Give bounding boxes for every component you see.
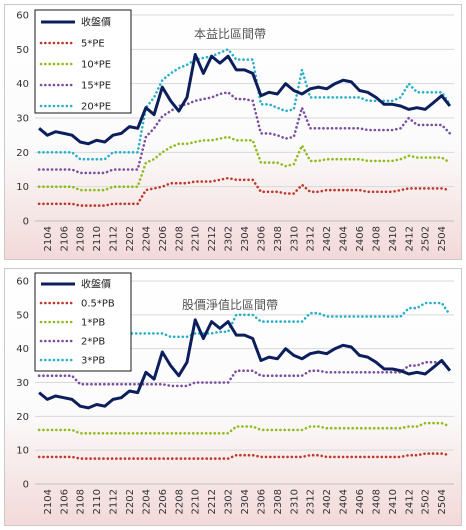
legend-label: 2*PB [81,337,105,348]
x-tick-label: 2104 [43,489,54,514]
legend-label: 收盤價 [81,16,111,29]
x-tick-label: 2302 [224,226,235,251]
legend-label: 5*PE [81,39,105,50]
x-tick-label: 2502 [421,226,432,251]
series-line-2 [37,135,452,192]
x-tick-label: 2108 [76,226,87,251]
x-tick-label: 2412 [404,489,415,514]
x-tick-label: 2310 [289,226,300,251]
pe-band-chart-panel: 0 10 20 30 40 50 60 2104 2106 2108 2110 2112 2202 220… [4,4,462,260]
x-tick-label: 2304 [240,226,251,251]
x-tick-label: 2202 [125,489,136,514]
y-tick-label: 60 [16,277,29,288]
x-tick-label: 2308 [273,226,284,251]
series-line-0 [38,53,452,146]
series-line-3 [37,91,452,175]
series-line-1 [37,452,452,460]
x-tick-label: 2302 [224,489,235,514]
x-tick-label: 2206 [158,489,169,514]
y-tick-label: 50 [16,45,29,56]
x-tick-label: 2112 [109,226,120,251]
series-line-4 [37,47,452,161]
x-tick-label: 2312 [306,226,317,251]
legend-label: 3*PB [81,356,105,367]
x-tick-label: 2204 [141,489,152,514]
y-tick-label: 50 [16,310,29,321]
pe-band-chart: 0 10 20 30 40 50 60 2104 2106 2108 2110 2112 2202 220… [16,9,454,251]
x-tick-label: 2504 [437,489,448,514]
x-tick-label: 2304 [240,489,251,514]
x-tick-label: 2410 [388,489,399,514]
y-tick-label: 40 [16,79,29,90]
x-tick-label: 2306 [256,489,267,514]
x-tick-label: 2406 [355,226,366,251]
y-tick-label: 40 [16,344,29,355]
y-tick-label: 30 [16,378,29,389]
legend-label: 1*PB [81,318,105,329]
x-tick-label: 2408 [371,489,382,514]
x-tick-label: 2108 [76,489,87,514]
x-tick-label: 2210 [191,226,202,251]
x-tick-label: 2504 [437,226,448,251]
legend-label: 15*PE [81,81,111,92]
legend-label: 10*PE [81,60,111,71]
x-tick-label: 2402 [322,226,333,251]
x-tick-label: 2404 [339,489,350,514]
x-tick-label: 2402 [322,489,333,514]
x-tick-label: 2410 [388,226,399,251]
x-tick-label: 2212 [207,489,218,514]
x-tick-label: 2306 [256,226,267,251]
series-line-2 [37,421,452,435]
y-tick-label: 0 [23,217,29,228]
x-tick-label: 2202 [125,226,136,251]
legend-label: 0.5*PB [81,299,115,310]
series-line-4 [37,301,452,339]
x-tick-label: 2502 [421,489,432,514]
x-tick-label: 2212 [207,226,218,251]
legend-label: 20*PE [81,102,111,113]
x-tick-label: 2310 [289,489,300,514]
x-tick-label: 2204 [141,226,152,251]
y-tick-label: 10 [16,446,29,457]
x-tick-label: 2106 [59,489,70,514]
x-tick-label: 2112 [109,489,120,514]
y-tick-label: 20 [16,148,29,159]
x-tick-label: 2206 [158,226,169,251]
x-tick-label: 2110 [92,489,103,514]
x-tick-label: 2412 [404,226,415,251]
x-tick-label: 2104 [43,226,54,251]
series-line-3 [37,360,452,388]
x-tick-label: 2406 [355,489,366,514]
x-tick-label: 2106 [59,226,70,251]
y-tick-label: 20 [16,412,29,423]
pb-band-chart-panel: 0 10 20 30 40 50 60 2104 2106 2108 2110 2112 2202 220… [4,268,462,526]
chart-title: 本益比區間帶 [194,27,266,41]
y-tick-label: 60 [16,11,29,22]
x-tick-label: 2408 [371,226,382,251]
x-tick-label: 2210 [191,489,202,514]
x-tick-label: 2208 [174,226,185,251]
chart-title: 股價淨值比區間帶 [182,297,278,312]
y-tick-label: 10 [16,182,29,193]
x-tick-label: 2312 [306,489,317,514]
pb-band-chart: 0 10 20 30 40 50 60 2104 2106 2108 2110 2112 2202 220… [16,272,454,514]
legend-label: 收盤價 [81,278,111,291]
series-line-1 [37,176,452,207]
x-tick-label: 2110 [92,226,103,251]
y-tick-label: 0 [23,480,29,491]
x-tick-label: 2208 [174,489,185,514]
legend-box [34,9,132,114]
series-line-0 [38,318,452,410]
x-tick-label: 2308 [273,489,284,514]
y-tick-label: 30 [16,114,29,125]
x-tick-label: 2404 [339,226,350,251]
